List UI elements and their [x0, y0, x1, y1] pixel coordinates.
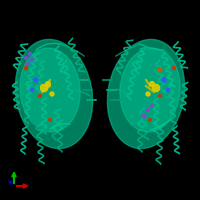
Circle shape — [26, 62, 30, 66]
Circle shape — [30, 88, 34, 92]
Circle shape — [159, 95, 161, 97]
Ellipse shape — [20, 48, 80, 132]
Circle shape — [146, 92, 150, 96]
Circle shape — [152, 84, 160, 92]
Circle shape — [142, 114, 146, 118]
Circle shape — [39, 95, 41, 97]
Ellipse shape — [15, 39, 93, 149]
Circle shape — [40, 84, 48, 92]
Circle shape — [49, 119, 51, 121]
Circle shape — [34, 78, 38, 82]
Circle shape — [158, 68, 162, 72]
Ellipse shape — [107, 39, 185, 149]
Circle shape — [24, 66, 28, 70]
Circle shape — [30, 58, 34, 62]
Circle shape — [166, 88, 170, 92]
Ellipse shape — [120, 48, 180, 132]
Circle shape — [46, 82, 50, 86]
Circle shape — [149, 119, 151, 121]
Circle shape — [162, 78, 166, 82]
Circle shape — [147, 109, 149, 111]
Circle shape — [172, 66, 176, 70]
Circle shape — [150, 82, 154, 86]
Circle shape — [50, 92, 54, 96]
Circle shape — [28, 52, 32, 56]
Circle shape — [151, 105, 153, 107]
Circle shape — [24, 56, 28, 60]
